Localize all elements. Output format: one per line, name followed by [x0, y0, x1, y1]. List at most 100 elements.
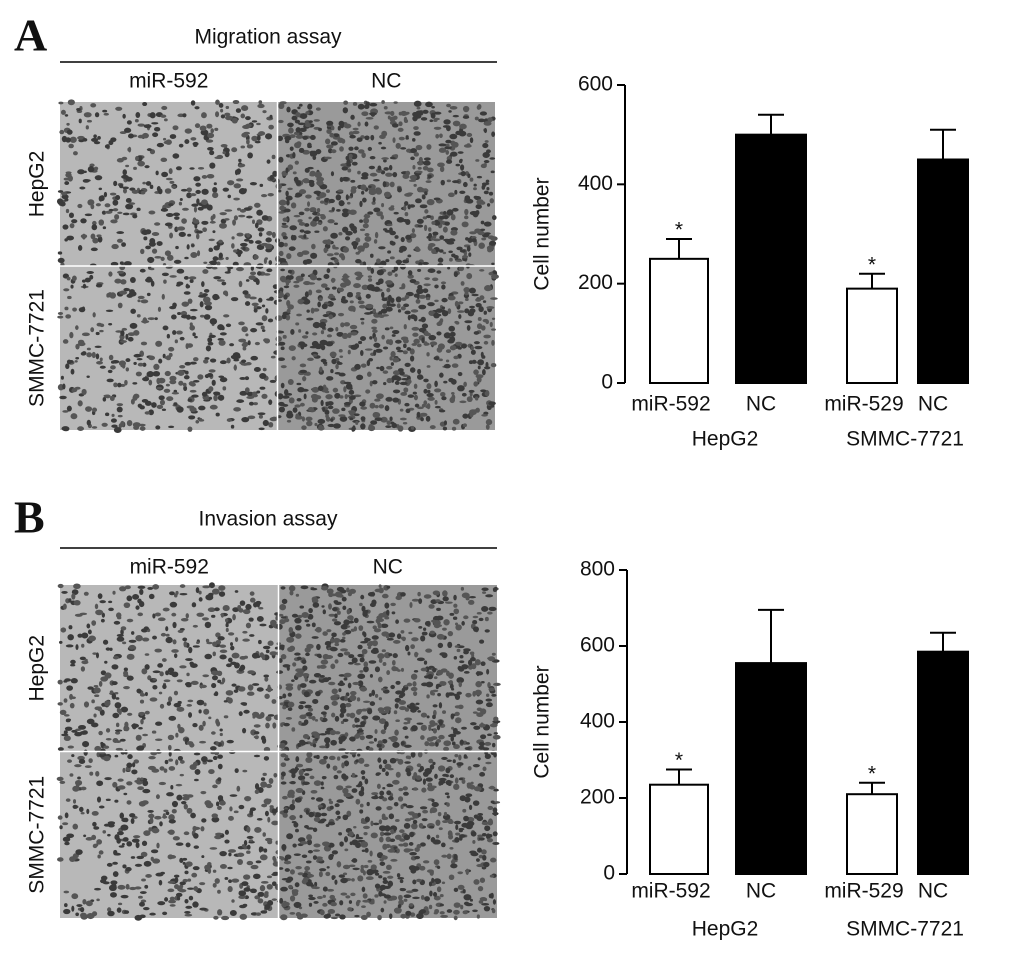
cell: [154, 815, 162, 820]
cell: [93, 684, 99, 688]
cell: [239, 913, 248, 920]
cell: [417, 751, 423, 758]
cell: [342, 864, 351, 870]
cell: [398, 787, 404, 792]
cell: [258, 297, 263, 303]
cell: [283, 285, 290, 289]
cell: [405, 755, 411, 759]
cell: [439, 235, 445, 240]
cell: [108, 354, 114, 361]
cell: [190, 680, 199, 686]
cell: [118, 845, 125, 848]
cell: [320, 659, 329, 665]
cell: [416, 406, 424, 410]
cell: [212, 230, 216, 234]
cell: [212, 186, 218, 193]
cell: [136, 207, 141, 212]
cell: [418, 598, 423, 604]
cell: [438, 702, 443, 709]
cell: [76, 107, 81, 112]
cell: [117, 778, 124, 782]
cell: [219, 360, 227, 365]
cell: [360, 864, 365, 869]
cell: [422, 288, 429, 294]
cell: [403, 204, 407, 211]
cell: [209, 220, 216, 224]
cell: [112, 208, 119, 212]
cell: [447, 630, 454, 637]
cell: [431, 106, 435, 109]
cell: [230, 297, 239, 302]
cell: [85, 837, 93, 841]
cell: [361, 648, 368, 655]
cell: [325, 189, 331, 194]
cell: [218, 239, 223, 244]
cell: [372, 329, 378, 333]
cell: [451, 741, 456, 746]
cell: [282, 795, 288, 800]
cell: [478, 242, 485, 249]
cell: [417, 166, 422, 170]
cell: [283, 900, 287, 905]
cell: [149, 184, 154, 190]
cell: [382, 787, 386, 790]
cell: [490, 362, 497, 368]
cell: [111, 424, 118, 428]
cell: [241, 105, 249, 112]
cell: [482, 143, 489, 149]
cell: [278, 292, 285, 298]
cell: [314, 230, 320, 233]
cell: [395, 296, 402, 303]
cell: [148, 379, 153, 386]
cell: [392, 137, 396, 144]
cell: [423, 341, 428, 346]
cell: [201, 175, 208, 179]
cell: [378, 587, 384, 594]
cell: [477, 316, 482, 321]
cell: [312, 155, 317, 160]
cell: [460, 586, 465, 591]
cell: [373, 125, 379, 130]
cell: [437, 811, 442, 817]
cell: [323, 274, 330, 279]
cell: [398, 700, 407, 705]
cell: [421, 631, 428, 636]
cell: [346, 810, 352, 817]
cell: [405, 219, 411, 225]
cell: [91, 620, 97, 626]
cell: [327, 821, 336, 826]
cell: [398, 136, 405, 141]
cell: [166, 396, 174, 402]
cell: [189, 279, 194, 283]
cell: [183, 375, 190, 380]
cell: [256, 122, 261, 126]
cell: [274, 315, 283, 321]
cell: [175, 245, 179, 250]
cell: [145, 874, 152, 878]
cell: [250, 327, 258, 333]
cell: [223, 715, 229, 719]
cell: [458, 827, 465, 831]
cell: [367, 275, 373, 278]
cell: [480, 351, 484, 358]
cell: [410, 425, 415, 430]
cell: [280, 753, 287, 758]
cell: [128, 202, 136, 205]
cell: [201, 617, 209, 621]
cell: [399, 879, 404, 884]
cell: [355, 836, 364, 840]
cell: [479, 772, 486, 777]
cell: [344, 732, 349, 737]
cell: [481, 605, 489, 612]
cell: [123, 673, 129, 678]
cell: [59, 780, 66, 785]
cell: [249, 597, 256, 603]
cell: [127, 712, 133, 716]
cell: [467, 173, 471, 179]
cell: [183, 831, 190, 836]
cell: [428, 742, 436, 747]
cell: [429, 630, 436, 635]
cell: [162, 815, 168, 819]
cell: [126, 762, 133, 768]
cell: [114, 214, 120, 220]
